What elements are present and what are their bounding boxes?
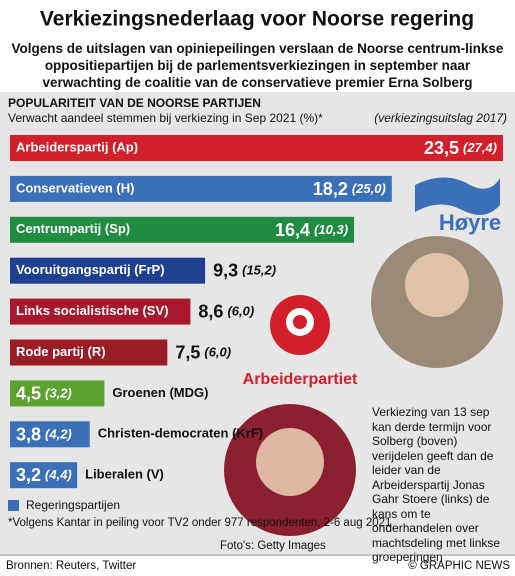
value-label: 4,5 (3,2) [16, 383, 72, 403]
category-label: Centrumpartij (Sp) [16, 221, 130, 236]
previous-value: (6,0) [204, 345, 231, 360]
value: 8,6 [198, 301, 223, 321]
sources: Bronnen: Reuters, Twitter [6, 560, 136, 572]
value-label: 8,6 (6,0) [198, 301, 254, 321]
value: 3,8 [16, 424, 41, 444]
value: 16,4 [275, 220, 310, 240]
subtitle: Volgens de uitslagen van opiniepeilingen… [11, 41, 504, 90]
category-label: Conservatieven (H) [16, 180, 134, 195]
value-label: 7,5 (6,0) [175, 342, 231, 362]
hoyre-logo: Høyre [439, 210, 501, 235]
chart-title: Verkiezingsnederlaag voor Noorse regerin… [40, 8, 474, 31]
bar [10, 135, 503, 161]
footnote: *Volgens Kantar in peiling voor TV2 onde… [8, 517, 391, 529]
legend-label: Regeringspartijen [26, 498, 120, 512]
previous-value: (27,4) [463, 140, 497, 155]
value: 9,3 [213, 260, 238, 280]
value: 18,2 [313, 179, 348, 199]
value: 4,5 [16, 383, 41, 403]
previous-value: (4,2) [45, 427, 72, 442]
value-label: 23,5 (27,4) [424, 138, 497, 158]
value-label: 9,3 (15,2) [213, 260, 276, 280]
section-title: POPULARITEIT VAN DE NOORSE PARTIJEN [8, 96, 261, 110]
previous-value: (10,3) [314, 222, 348, 237]
value-label: 3,8 (4,2) [16, 424, 72, 444]
copyright: © GRAPHIC NEWS [408, 560, 510, 572]
bar [10, 462, 78, 489]
hoyre-flag [415, 177, 500, 215]
category-label: Groenen (MDG) [112, 385, 208, 400]
photo-credit: Foto's: Getty Images [220, 540, 326, 552]
bar [10, 421, 90, 448]
ap-rose-core [293, 315, 307, 329]
value: 23,5 [424, 138, 459, 158]
ap-logo: Arbeiderpartiet [243, 371, 358, 388]
category-label: Rode partij (R) [16, 344, 106, 359]
previous-value: (25,0) [352, 181, 386, 196]
previous-value: (6,0) [227, 304, 254, 319]
caption: Verkiezing van 13 sep kan derde termijn … [372, 405, 501, 564]
category-label: Liberalen (V) [85, 467, 164, 482]
previous-label: (verkiezingsuitslag 2017) [374, 111, 507, 125]
value: 7,5 [175, 342, 200, 362]
category-label: Christen-democraten (KrF) [98, 426, 263, 441]
category-label: Arbeiderspartij (Ap) [16, 139, 138, 154]
category-label: Links socialistische (SV) [16, 303, 168, 318]
photo-face [256, 428, 324, 496]
bar [10, 298, 191, 325]
photo-face [405, 253, 469, 317]
previous-value: (4,4) [45, 468, 72, 483]
previous-value: (3,2) [45, 386, 72, 401]
value-label: 3,2 (4,4) [16, 465, 72, 485]
previous-value: (15,2) [242, 263, 276, 278]
bar [10, 216, 355, 243]
bar [10, 257, 206, 284]
value-label: 16,4 (10,3) [275, 220, 348, 240]
bar [10, 175, 392, 202]
axis-label: Verwacht aandeel stemmen bij verkiezing … [8, 111, 323, 125]
value-label: 18,2 (25,0) [313, 179, 386, 199]
category-label: Vooruitgangspartij (FrP) [16, 262, 165, 277]
bars: Arbeiderspartij (Ap) 23,5 (27,4) Conservati… [10, 135, 503, 489]
bar [10, 380, 105, 407]
bar [10, 339, 168, 366]
legend-swatch [8, 500, 19, 511]
value: 3,2 [16, 465, 41, 485]
